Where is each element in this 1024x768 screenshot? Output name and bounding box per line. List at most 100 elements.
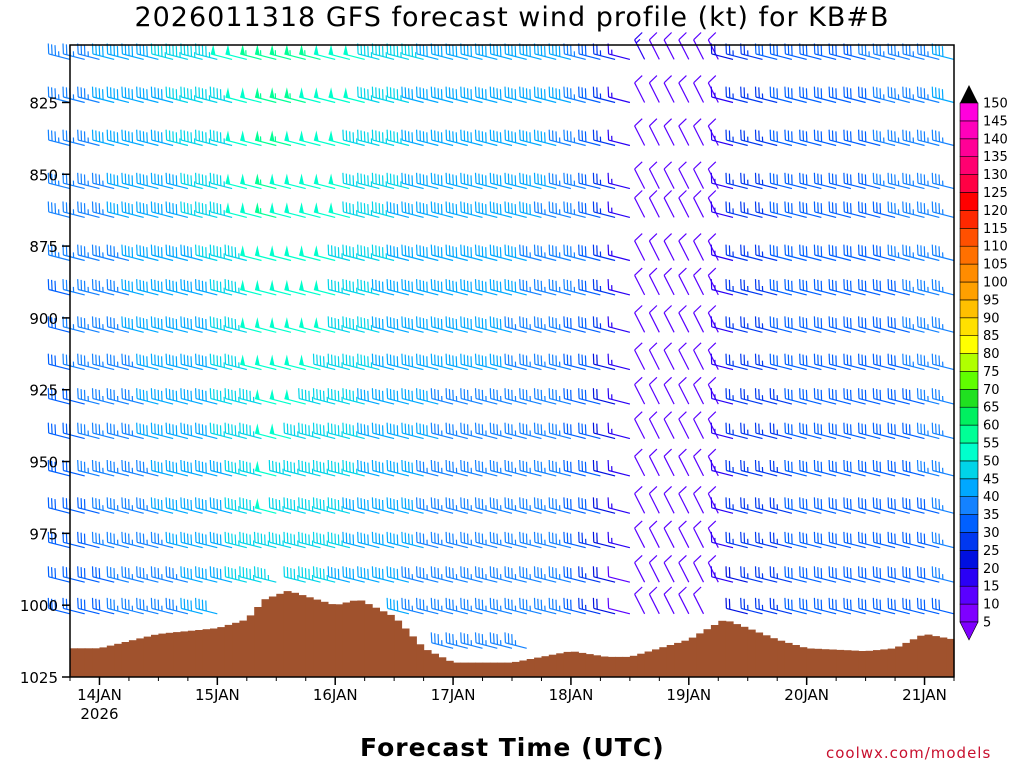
barb-shaft	[593, 254, 616, 262]
wind-barb	[592, 201, 616, 218]
terrain-layer	[70, 591, 955, 678]
barb-pennant	[284, 130, 290, 142]
wind-barb	[328, 44, 351, 60]
wind-barb	[371, 316, 395, 333]
barb-pennant	[284, 173, 290, 185]
barb-shaft	[299, 139, 321, 147]
barb-feather	[231, 246, 233, 257]
wind-barb	[239, 531, 262, 549]
barb-feather	[648, 32, 658, 41]
wind-barb	[578, 172, 601, 190]
barb-feather	[740, 316, 742, 327]
barb-feather	[165, 459, 168, 471]
barb-shaft	[490, 363, 513, 371]
barb-shaft	[107, 211, 130, 218]
wind-barb	[121, 388, 144, 405]
barb-shaft	[534, 363, 557, 371]
barb-shaft	[799, 576, 822, 583]
barb-feather	[209, 353, 212, 365]
barb-shaft	[299, 96, 321, 104]
barb-feather	[360, 279, 363, 291]
wind-barb	[563, 86, 586, 104]
barb-shaft	[166, 469, 189, 477]
barb-feather	[890, 317, 893, 328]
wind-barb	[799, 459, 822, 477]
wind-barb	[254, 460, 277, 477]
barb-feather	[51, 567, 53, 578]
barb-shaft	[678, 240, 690, 261]
wind-barb	[195, 201, 218, 218]
wind-barb	[445, 459, 468, 477]
barb-feather	[95, 279, 97, 291]
wind-barb	[254, 498, 277, 514]
barb-shaft	[78, 182, 100, 190]
barb-feather	[693, 411, 702, 420]
wind-barb	[740, 353, 763, 371]
barb-shaft	[195, 211, 218, 218]
barb-feather	[758, 130, 760, 142]
barb-shaft	[549, 576, 572, 583]
barb-feather	[758, 202, 760, 213]
wind-barb	[769, 86, 793, 104]
barb-shaft	[608, 288, 631, 296]
barb-shaft	[903, 576, 925, 583]
wind-barb	[578, 531, 601, 549]
barb-feather	[663, 554, 673, 564]
barb-feather	[634, 118, 643, 127]
barb-shaft	[328, 139, 351, 147]
barb-shaft	[549, 53, 572, 60]
barb-feather	[95, 317, 97, 328]
wind-barb	[91, 422, 115, 440]
barb-feather	[828, 531, 831, 543]
barb-shaft	[917, 96, 940, 104]
barb-shaft	[387, 576, 410, 583]
wind-barb	[254, 317, 277, 333]
terrain-column	[629, 655, 638, 677]
wind-barb	[578, 279, 601, 296]
barb-feather	[581, 202, 584, 213]
barb-feather	[519, 316, 521, 327]
barb-shaft	[678, 197, 690, 218]
barb-feather	[363, 246, 366, 257]
wind-barb	[813, 497, 837, 514]
barb-feather	[139, 173, 142, 185]
barb-feather	[784, 388, 786, 399]
wind-barb	[754, 388, 778, 405]
wind-barb	[799, 531, 822, 549]
barb-shaft	[814, 288, 837, 296]
barb-shaft	[254, 139, 277, 147]
barb-feather	[607, 422, 610, 434]
barb-shaft	[711, 139, 734, 147]
barb-feather	[367, 390, 369, 402]
wind-barb	[269, 423, 292, 440]
wind-barb	[693, 75, 705, 103]
barb-feather	[850, 203, 852, 214]
barb-shaft	[755, 53, 778, 60]
wind-barb	[165, 86, 189, 104]
barb-shaft	[328, 541, 351, 549]
wind-barb	[430, 353, 454, 371]
barb-shaft	[181, 182, 203, 190]
barb-shaft	[726, 211, 748, 218]
barb-shaft	[888, 182, 910, 190]
barb-shaft	[431, 398, 454, 405]
barb-shaft	[648, 384, 660, 405]
wind-barb	[343, 87, 365, 104]
wind-barb	[548, 43, 572, 60]
barb-feather	[537, 498, 539, 509]
wind-barb	[77, 422, 100, 440]
barb-feather	[584, 246, 587, 257]
wind-barb	[342, 422, 365, 440]
wind-barb	[533, 353, 557, 371]
wind-barb	[460, 316, 483, 333]
barb-shaft	[328, 326, 351, 333]
barb-feather	[474, 566, 477, 577]
wind-barb	[283, 497, 306, 514]
wind-barb	[634, 267, 646, 296]
barb-shaft	[593, 363, 616, 371]
wind-barb	[298, 531, 321, 549]
barb-pennant	[255, 130, 260, 142]
barb-shaft	[357, 53, 380, 60]
wind-barb	[445, 86, 468, 104]
barb-feather	[648, 190, 658, 199]
